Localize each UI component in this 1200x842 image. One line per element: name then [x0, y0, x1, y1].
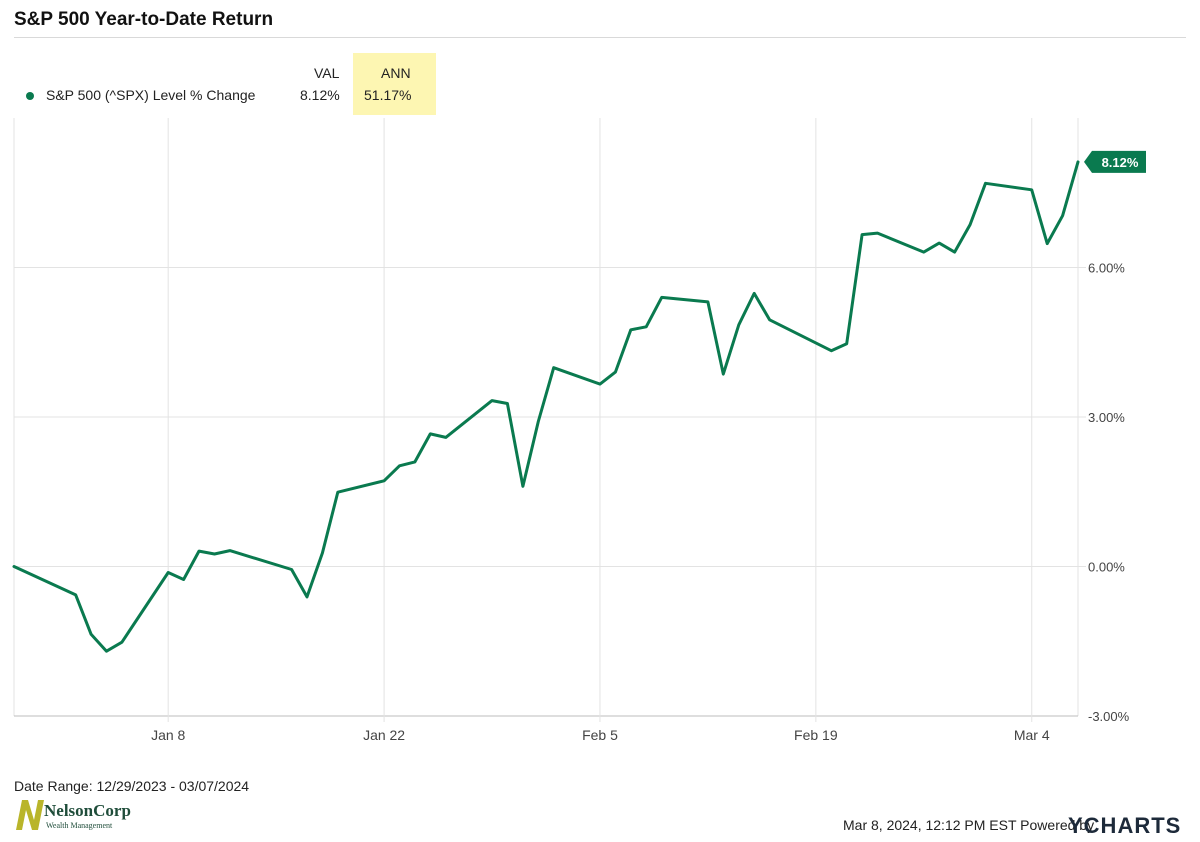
data-point: [706, 300, 710, 304]
end-value-label: 8.12%: [1102, 155, 1139, 170]
ann-header: ANN: [381, 65, 411, 81]
data-point: [12, 565, 16, 569]
data-point: [120, 640, 124, 644]
val-value: 8.12%: [300, 87, 340, 103]
data-point: [74, 593, 78, 597]
data-point: [398, 464, 402, 468]
legend-series-label[interactable]: S&P 500 (^SPX) Level % Change: [46, 87, 256, 103]
data-point: [320, 551, 324, 555]
nelsoncorp-logo: NelsonCorp Wealth Management: [16, 800, 131, 830]
data-point: [336, 490, 340, 494]
series-line[interactable]: [12, 160, 1080, 653]
chart-title: S&P 500 Year-to-Date Return: [14, 9, 274, 30]
data-point: [228, 549, 232, 553]
data-point: [598, 382, 602, 386]
data-point: [290, 567, 294, 571]
x-tick-label: Feb 19: [794, 727, 838, 743]
data-point: [552, 366, 556, 370]
ann-value: 51.17%: [364, 87, 412, 103]
data-point: [860, 233, 864, 237]
data-point: [1045, 242, 1049, 246]
ycharts-brand[interactable]: YCHARTS: [1068, 813, 1182, 838]
data-point: [721, 372, 725, 376]
legend-marker: [26, 92, 34, 100]
ann-highlight: [353, 53, 436, 115]
data-point: [382, 479, 386, 483]
logo-subtitle: Wealth Management: [46, 821, 113, 830]
data-point: [89, 632, 93, 636]
data-point: [1076, 160, 1080, 164]
data-point: [876, 231, 880, 235]
data-point: [428, 432, 432, 436]
data-point: [536, 419, 540, 423]
y-tick-label: -3.00%: [1088, 709, 1130, 724]
data-point: [613, 370, 617, 374]
data-point: [660, 295, 664, 299]
date-range: Date Range: 12/29/2023 - 03/07/2024: [14, 778, 250, 794]
data-point: [968, 223, 972, 227]
end-value-tag: [1084, 150, 1146, 173]
data-point: [768, 318, 772, 322]
y-tick-label: 3.00%: [1088, 410, 1125, 425]
data-point: [521, 484, 525, 488]
timestamp: Mar 8, 2024, 12:12 PM EST Powered by: [843, 817, 1095, 833]
data-point: [922, 250, 926, 254]
data-point: [1030, 188, 1034, 192]
val-header: VAL: [314, 65, 340, 81]
x-tick-label: Jan 8: [151, 727, 185, 743]
data-point: [197, 549, 201, 553]
data-point: [305, 595, 309, 599]
x-tick-label: Mar 4: [1014, 727, 1050, 743]
data-point: [490, 399, 494, 403]
data-point: [105, 649, 109, 653]
data-point: [737, 323, 741, 327]
data-point: [166, 570, 170, 574]
data-point: [644, 325, 648, 329]
data-point: [752, 291, 756, 295]
x-tick-label: Feb 5: [582, 727, 618, 743]
data-point: [212, 552, 216, 556]
title-divider: [14, 37, 1186, 38]
data-point: [629, 328, 633, 332]
data-point: [845, 342, 849, 346]
x-tick-label: Jan 22: [363, 727, 405, 743]
data-point: [1061, 214, 1065, 218]
data-point: [444, 435, 448, 439]
data-point: [505, 402, 509, 406]
data-point: [937, 241, 941, 245]
y-tick-label: 6.00%: [1088, 261, 1125, 276]
y-tick-label: 0.00%: [1088, 560, 1125, 575]
data-point: [983, 181, 987, 185]
data-point: [182, 577, 186, 581]
data-point: [953, 250, 957, 254]
data-point: [413, 460, 417, 464]
logo-name: NelsonCorp: [44, 801, 131, 820]
data-point: [829, 349, 833, 353]
